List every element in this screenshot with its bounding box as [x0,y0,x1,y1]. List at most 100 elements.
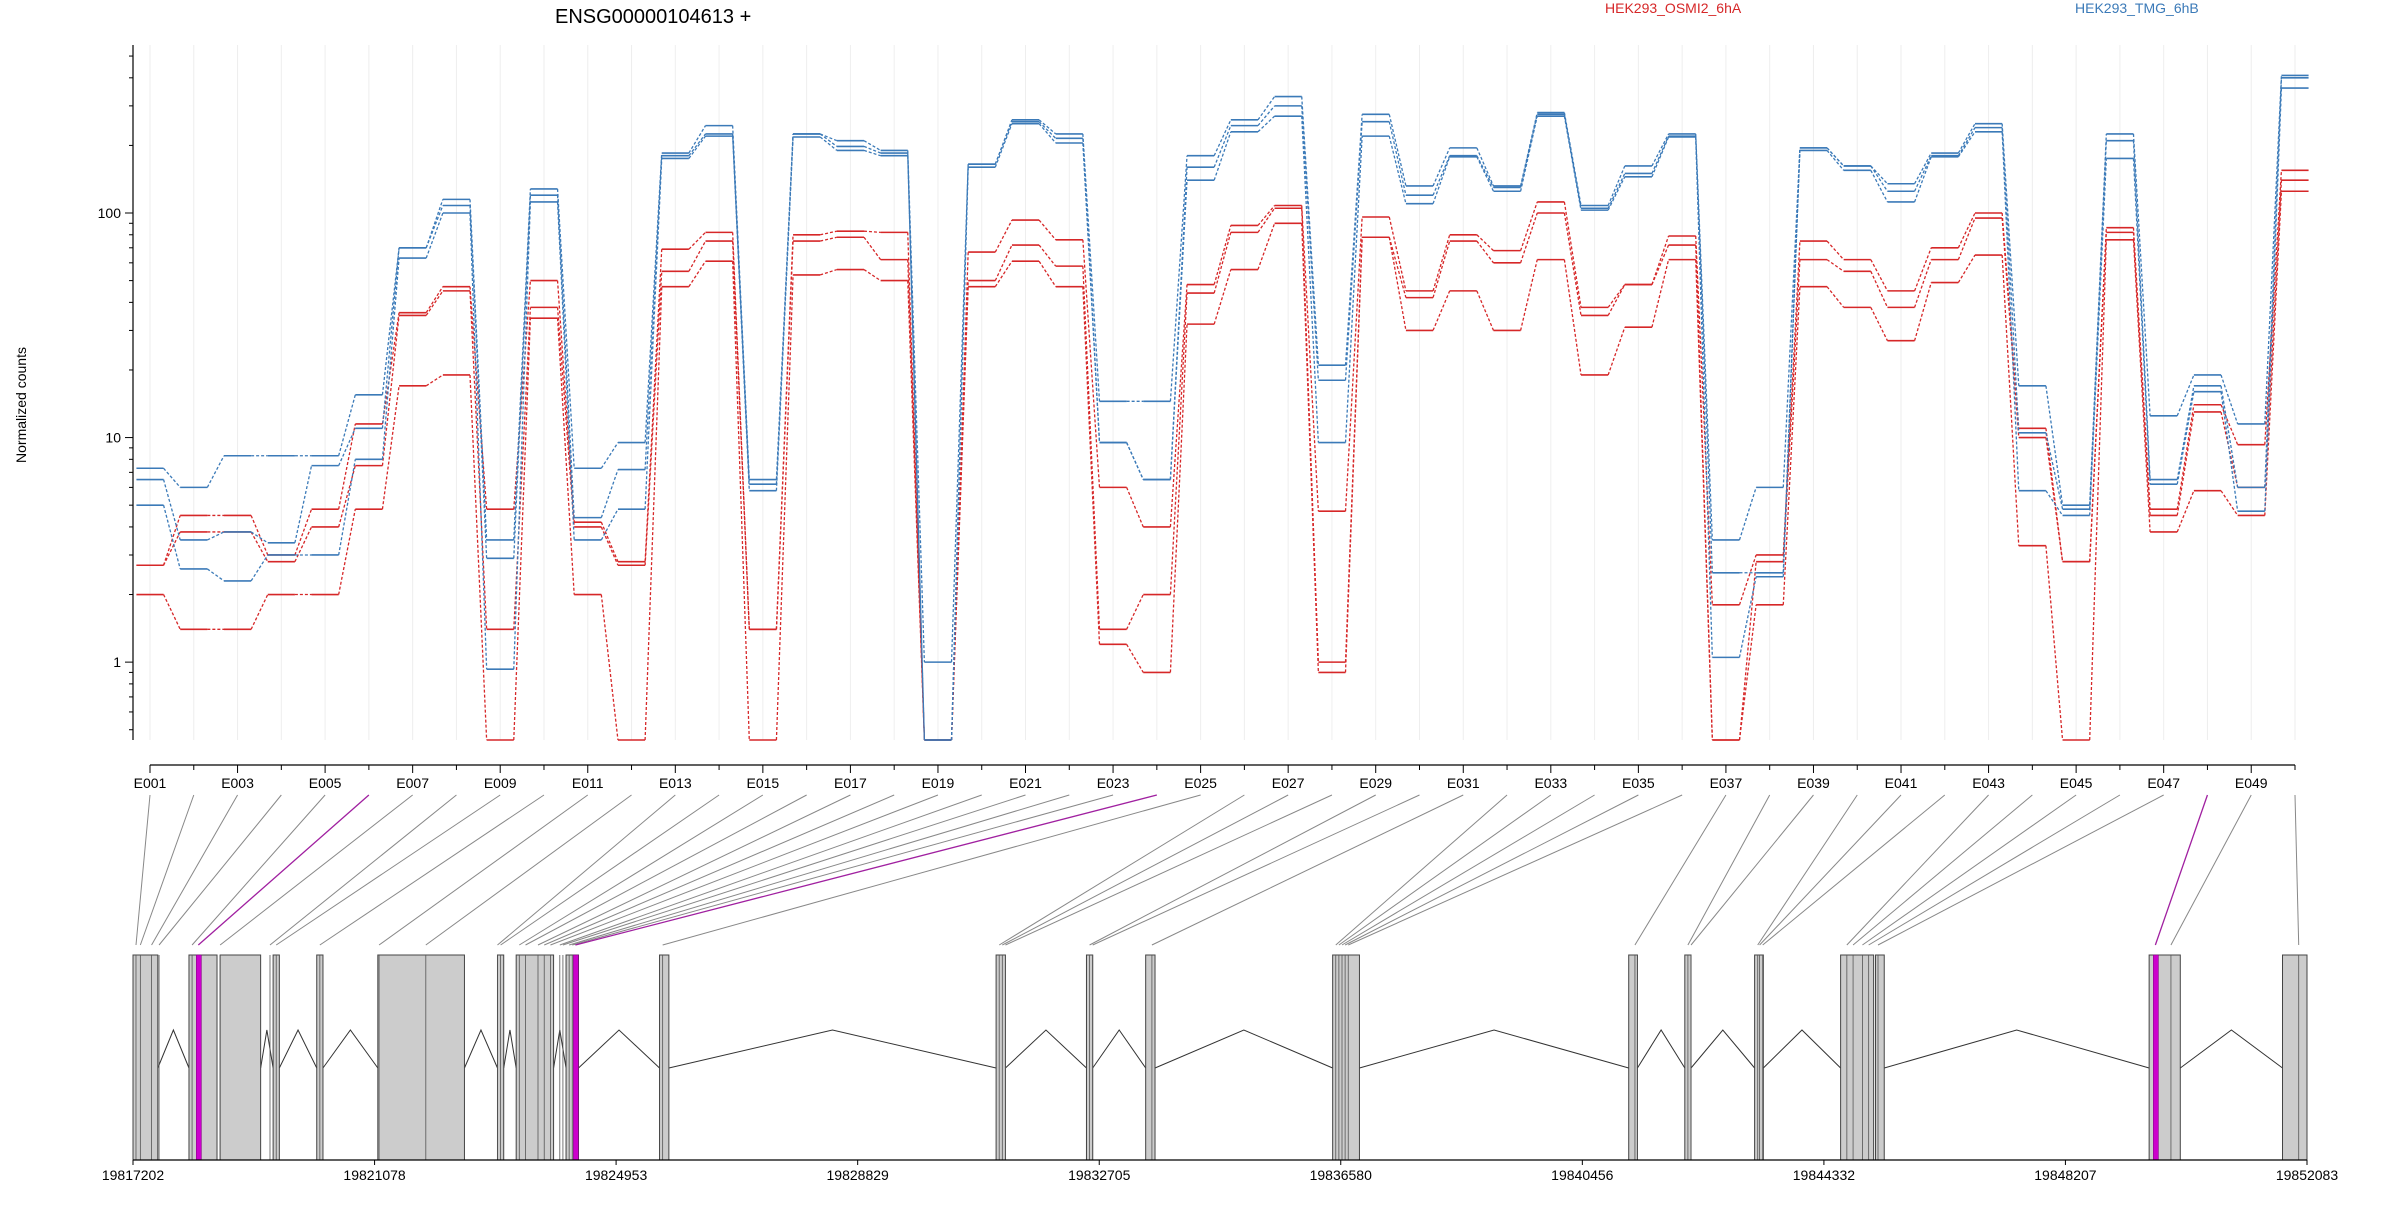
exon-block [219,954,262,1161]
transition-segment [1519,212,1538,264]
exon-connector [998,794,1245,946]
exon-connector [151,794,238,946]
transition-segment [425,374,444,387]
transition-segment [2089,239,2107,741]
exon-tick-label: E041 [1885,775,1918,791]
transition-segment [1519,116,1538,192]
highlighted-exon [196,954,202,1161]
transition-segment [688,133,707,157]
intron-line [1637,1029,1686,1069]
intron-line [668,1029,997,1069]
y-tick-label: 1 [113,654,121,670]
exon-connector [1005,794,1333,946]
transition-segment [294,508,313,556]
exon-connector [500,794,720,946]
vertical-gridlines [149,45,2296,740]
transition-segment [425,205,444,249]
exon-tick-label: E021 [1009,775,1042,791]
exon-connector [1690,794,1814,946]
transition-segment [1870,169,1889,203]
transition-segment [338,428,356,466]
exon-connector [1092,794,1420,946]
transition-segment [1213,119,1232,156]
transition-segment [1914,152,1932,185]
transition-segment [1213,125,1232,168]
highlighted-exon [573,954,579,1161]
exon-block [2282,954,2308,1161]
exon-connector [562,794,1026,946]
exon-connector [191,794,326,946]
exon-tick-label: E033 [1534,775,1567,791]
transition-segment [469,290,488,630]
transition-segment [600,594,619,741]
transition-segment [1651,259,1670,328]
genomic-tick-label: 19817202 [102,1167,165,1183]
transition-segment [994,123,1013,168]
exon-connector [1757,794,1858,946]
transition-segment [2132,232,2151,516]
transition-segment [819,133,838,142]
exon-tick-label: E049 [2235,775,2268,791]
transition-segment [688,240,707,272]
transition-segment [1957,212,1976,249]
transition-segment [1169,324,1188,673]
exon-block [1332,954,1360,1161]
transition-segment [2176,490,2195,533]
genomic-tick-label: 19840456 [1551,1167,1614,1183]
exon-tick-label: E037 [1710,775,1743,791]
transition-segment [1432,290,1451,331]
transition-segment [1914,155,1932,192]
exon-connector [1877,794,2164,946]
series-tmg [136,87,2309,741]
intron-line [2179,1029,2283,1069]
intron-line [578,1029,660,1069]
exon-connector [1089,794,1376,946]
exon-connector [1348,794,1683,946]
transition-segment [1607,176,1626,211]
intron-line [157,1028,190,1069]
transition-segment [1476,290,1495,331]
transition-segment [1213,232,1232,294]
transition-segment [688,231,706,250]
exon-axis: E001 E003 E005 E007 E009 E011 E013 E015 E017 E019… [134,764,2296,791]
highlighted-exon-connector [197,794,370,946]
exon-tick-label: E043 [1972,775,2005,791]
exon-tick-label: E045 [2060,775,2093,791]
transition-segment [820,268,838,276]
transition-segment [907,155,926,741]
intron-line [1092,1029,1147,1069]
exon-tick-label: E001 [134,775,167,791]
chart-title: ENSG00000104613 + [555,6,751,28]
exon-connector [319,794,545,946]
transition-segment [994,244,1013,281]
transition-segment [820,236,837,242]
transition-segment [2045,385,2064,506]
transition-segment [1169,284,1188,527]
exon-connector [1002,794,1289,946]
transition-segment [863,230,881,234]
y-tick-label: 10 [105,430,121,446]
exon-connector [569,794,1070,946]
transition-segment [2045,437,2064,562]
exon-connector [269,794,457,946]
transition-segment [1519,259,1538,331]
exon-connector [2170,794,2252,946]
exon-connector [1338,794,1552,946]
exon-tick-label: E039 [1797,775,1830,791]
transition-segment [207,531,225,541]
highlighted-exon-connector [575,794,1157,946]
transition-segment [994,219,1013,253]
exon-connector [1868,794,2121,946]
transition-segment [1213,225,1232,285]
exon-connector [1151,794,1464,946]
genomic-tick-label: 19844332 [1793,1167,1856,1183]
transition-segment [1257,205,1276,226]
exon-block [515,954,555,1161]
exon-connector [219,794,413,946]
exon-tick-label: E005 [309,775,342,791]
transition-segment [2264,75,2283,424]
exon-connector [525,794,807,946]
exon-tick-label: E019 [922,775,955,791]
transition-segment [1432,155,1451,196]
transition-segment [1782,286,1801,605]
